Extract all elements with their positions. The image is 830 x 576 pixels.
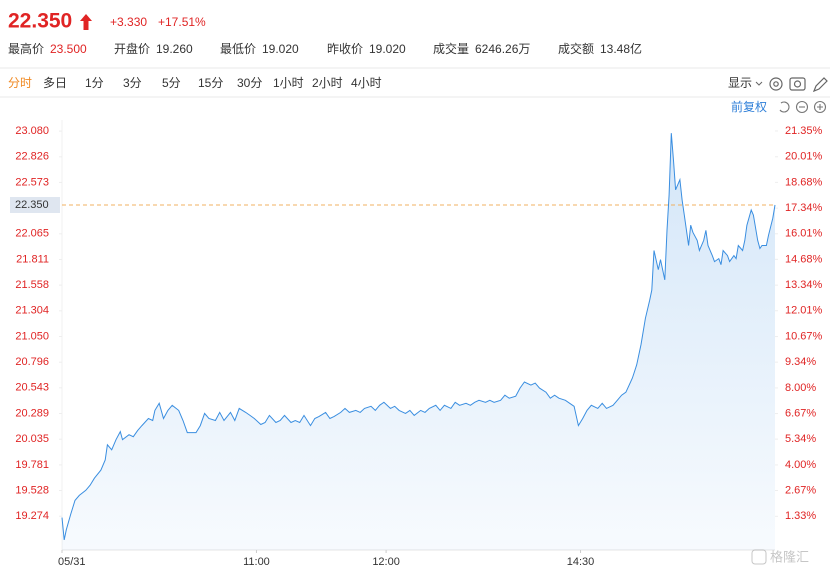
toolbar-icons: [769, 77, 828, 93]
quote-header: 22.350 +3.330 +17.51%: [8, 10, 206, 33]
draw-icon[interactable]: [812, 77, 828, 93]
display-menu[interactable]: 显示: [728, 76, 752, 90]
zoom-out-icon[interactable]: [795, 100, 809, 114]
y-tick-label: 23.080: [15, 125, 49, 137]
stat-label: 成交额: [558, 41, 594, 56]
settings-icon-center: [773, 81, 779, 87]
x-tick-label: 11:00: [243, 556, 270, 568]
period-tab[interactable]: 1分: [85, 76, 104, 90]
y-tick-label: 21.558: [15, 279, 49, 291]
y2-tick-label: 13.34%: [785, 279, 823, 291]
y2-tick-label: 8.00%: [785, 382, 816, 394]
intraday-chart: 19.274 19.528 19.781 20.035 20.289 20.543 20.7…: [10, 120, 823, 568]
y-tick-label: 20.289: [15, 407, 49, 419]
period-tab[interactable]: 5分: [162, 76, 181, 90]
current-price-label: 22.350: [15, 199, 49, 211]
period-tab[interactable]: 4小时: [351, 76, 382, 90]
stat-value: 23.500: [50, 42, 87, 56]
period-tab[interactable]: 多日: [43, 76, 67, 90]
y2-tick-label: 21.35%: [785, 125, 823, 137]
y-tick-label: 20.035: [15, 433, 49, 445]
y-tick-label: 20.543: [15, 382, 49, 394]
y2-tick-label: 18.68%: [785, 176, 823, 188]
up-arrow: [80, 14, 92, 30]
price-line: [61, 133, 776, 541]
stat-value: 19.020: [369, 42, 406, 56]
x-tick-label: 14:30: [567, 556, 595, 568]
y-tick-label: 20.796: [15, 356, 49, 368]
period-tab[interactable]: 3分: [123, 76, 142, 90]
y2-tick-label: 5.34%: [785, 433, 816, 445]
y2-tick-label: 16.01%: [785, 228, 823, 240]
zoom-controls: [779, 100, 827, 114]
stat-value: 19.020: [262, 42, 299, 56]
stat-label: 最低价: [220, 42, 256, 56]
zoom-in-plus: [817, 104, 823, 110]
y-tick-label: 21.050: [15, 330, 49, 342]
dropdown-caret: [755, 81, 763, 86]
y-tick-label: 19.528: [15, 484, 49, 496]
y-tick-label: 19.781: [15, 459, 49, 471]
y2-tick-label: 14.68%: [785, 253, 823, 265]
stat-value: 13.48亿: [600, 41, 642, 56]
watermark-logo: [751, 549, 767, 565]
price-change: +3.330: [110, 15, 147, 29]
period-tab[interactable]: 分时: [8, 76, 32, 90]
price-change-pct: +17.51%: [158, 15, 206, 29]
stat-label: 昨收价: [327, 42, 363, 56]
y2-tick-label: 2.67%: [785, 484, 816, 496]
y-tick-label: 21.304: [15, 305, 49, 317]
adjust-mode[interactable]: 前复权: [731, 99, 767, 114]
period-tab[interactable]: 30分: [237, 76, 262, 90]
y-tick-label: 22.065: [15, 228, 49, 240]
last-price: 22.350: [8, 10, 72, 33]
y2-tick-label: 6.67%: [785, 407, 816, 419]
stats-row: 最高价 23.500 开盘价 19.260 最低价 19.020 昨收价 19.020 成交量 6…: [8, 41, 642, 56]
stat-value: 6246.26万: [475, 42, 530, 56]
y2-tick-label: 12.01%: [785, 305, 823, 317]
y-tick-label: 21.811: [16, 253, 49, 265]
watermark-text: 格隆汇: [770, 549, 809, 564]
stat-label: 最高价: [8, 41, 44, 56]
camera-icon[interactable]: [789, 77, 806, 91]
price-area: [62, 133, 775, 550]
y-tick-label: 19.274: [15, 510, 49, 522]
reset-icon[interactable]: [779, 101, 790, 113]
stat-label: 开盘价: [114, 41, 150, 56]
watermark: 格隆汇: [751, 549, 809, 565]
stat-label: 成交量: [433, 41, 469, 56]
y2-tick-label: 4.00%: [785, 459, 816, 471]
period-tab[interactable]: 2小时: [312, 76, 343, 90]
period-tabs: 分时 多日 1分 3分 5分 15分 30分 1小时 2小时 4小时: [8, 76, 382, 90]
y-tick-label: 22.573: [15, 176, 49, 188]
stat-value: 19.260: [156, 42, 193, 56]
x-tick-label: 12:00: [372, 556, 400, 568]
y2-tick-label: 1.33%: [785, 510, 816, 522]
y2-tick-label: 9.34%: [785, 356, 816, 368]
camera-lens: [793, 80, 802, 88]
y2-tick-label: 20.01%: [785, 151, 823, 163]
x-tick-label: 05/31: [58, 556, 86, 568]
y-tick-label: 22.826: [15, 151, 49, 163]
y2-tick-label: 10.67%: [785, 330, 823, 342]
zoom-in-icon[interactable]: [813, 100, 827, 114]
current-price-badge: [10, 196, 60, 213]
y2-tick-label: 17.34%: [785, 202, 823, 214]
period-tab[interactable]: 15分: [198, 76, 223, 90]
settings-icon[interactable]: [769, 77, 783, 91]
period-tab[interactable]: 1小时: [273, 76, 304, 90]
